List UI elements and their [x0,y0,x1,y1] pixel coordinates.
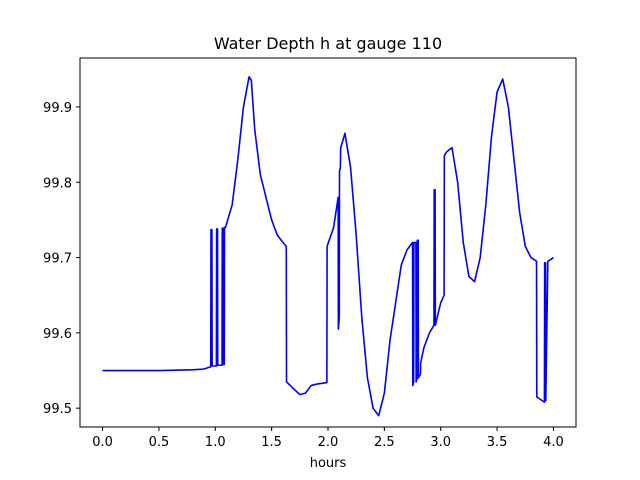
y-tick-label: 99.7 [43,252,72,267]
y-tick-label: 99.8 [43,176,72,191]
series-line-0 [102,76,554,417]
x-axis: 0.0 0.5 1.0 1.5 2.0 2.5 3.0 3.5 4.0 [92,427,564,450]
y-axis: 99.5 99.6 99.7 99.8 99.9 [43,101,80,417]
x-tick-label: 4.0 [543,435,564,450]
x-tick-label: 2.0 [318,435,339,450]
y-tick-label: 99.5 [43,402,72,417]
y-tick-label: 99.6 [43,327,72,342]
chart-title: Water Depth h at gauge 110 [214,34,442,53]
x-tick-label: 1.0 [205,435,226,450]
x-tick-label: 3.5 [487,435,508,450]
x-tick-label: 0.5 [149,435,170,450]
x-tick-label: 2.5 [374,435,395,450]
x-tick-label: 0.0 [92,435,113,450]
x-axis-title: hours [310,456,347,471]
x-tick-label: 1.5 [261,435,282,450]
x-tick-label: 3.0 [430,435,451,450]
plot-area [102,76,554,417]
y-tick-label: 99.9 [43,101,72,116]
